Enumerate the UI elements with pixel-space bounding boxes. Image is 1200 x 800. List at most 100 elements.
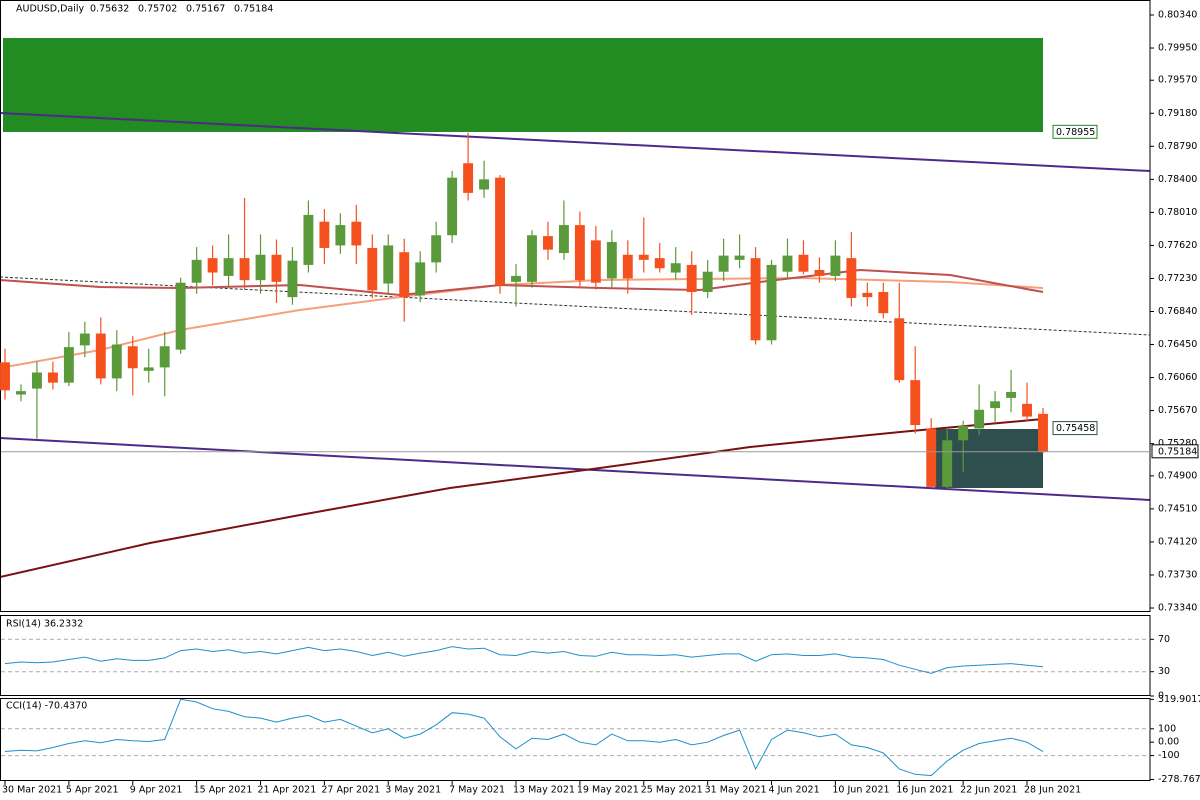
y-tick-label: 0.00	[1158, 737, 1179, 748]
candle-body	[926, 428, 937, 487]
y-tick-label: 0.74900	[1158, 470, 1197, 481]
y-tick-label: 0.77620	[1158, 240, 1197, 251]
candle-body	[798, 254, 809, 272]
candle-body	[191, 259, 202, 283]
candle-body	[367, 247, 378, 291]
y-tick-label: 0.78010	[1158, 207, 1197, 218]
candle-body	[335, 225, 346, 246]
candle-body	[782, 255, 793, 272]
panel-frame	[0, 698, 1151, 781]
header-high: 0.75702	[138, 4, 177, 15]
candle-body	[127, 346, 138, 369]
candle-body	[1006, 391, 1017, 398]
candle-body	[239, 258, 250, 281]
x-tick-label: 22 Jun 2021	[960, 785, 1017, 796]
y-tick-label: 0.79180	[1158, 108, 1197, 119]
candle-body	[543, 236, 553, 250]
x-tick-label: 15 Apr 2021	[194, 785, 253, 796]
symbol: AUDUSD,Daily	[16, 4, 85, 15]
candle-body	[431, 235, 442, 263]
candle-body	[574, 225, 585, 281]
candle-body	[527, 235, 537, 282]
candle-body	[319, 221, 330, 248]
candle-body	[463, 163, 474, 193]
moving-average	[0, 418, 1044, 578]
header-close: 0.75184	[234, 4, 273, 15]
y-tick-label: 0.76450	[1158, 339, 1197, 350]
price-tag-label: 0.75184	[1158, 446, 1197, 457]
candle-body	[734, 255, 745, 260]
y-tick-label: 0.75670	[1158, 405, 1197, 416]
candle-body	[638, 254, 649, 260]
candle-body	[63, 347, 74, 383]
candle-body	[590, 240, 601, 283]
candle-body	[271, 254, 282, 282]
resistance-zone	[3, 38, 1043, 132]
candle-body	[1022, 403, 1032, 417]
header-low: 0.75167	[186, 4, 225, 15]
y-tick-label: -100	[1158, 750, 1180, 761]
trend-line	[0, 112, 1151, 172]
x-tick-label: 27 Apr 2021	[321, 785, 380, 796]
candle-body	[399, 252, 410, 298]
y-tick-label: 0.74120	[1158, 536, 1197, 547]
candle-body	[894, 318, 905, 381]
candle-body	[447, 177, 458, 236]
candle-body	[223, 258, 234, 276]
candle-body	[79, 333, 90, 346]
candle-body	[606, 242, 617, 279]
x-tick-label: 10 Jun 2021	[832, 785, 889, 796]
candle-body	[686, 264, 697, 293]
candle-body	[990, 401, 1001, 409]
candle-body	[175, 282, 186, 350]
candle-body	[750, 258, 761, 341]
x-tick-label: 19 May 2021	[577, 785, 639, 796]
panel-frame	[0, 615, 1151, 696]
candle-body	[958, 425, 969, 441]
candle-body	[0, 362, 10, 391]
x-tick-label: 5 Apr 2021	[66, 785, 119, 796]
candle-body	[974, 409, 985, 429]
candle-body	[670, 263, 681, 273]
candle-body	[558, 225, 569, 254]
y-tick-label: 0.74510	[1158, 503, 1197, 514]
trend-line	[0, 437, 1151, 501]
y-tick-label: 0	[1158, 691, 1164, 702]
candle-body	[511, 275, 521, 282]
level-tag	[1052, 124, 1098, 139]
y-tick-label: 30	[1158, 666, 1170, 677]
level-tag	[1052, 421, 1098, 436]
support-zone	[935, 429, 1043, 488]
x-tick-label: 4 Jun 2021	[769, 785, 820, 796]
candle-body	[942, 440, 953, 487]
candle-body	[862, 292, 873, 298]
y-tick-label: 0.78400	[1158, 174, 1197, 185]
x-tick-label: 16 Jun 2021	[896, 785, 953, 796]
level-tag-label: 0.78955	[1056, 127, 1095, 138]
y-tick-label: 319.9017	[1158, 694, 1200, 705]
y-tick-label: 0.73340	[1158, 603, 1197, 614]
header-open: 0.75632	[90, 4, 129, 15]
price-tag	[1151, 444, 1199, 459]
y-tick-label: 0.79950	[1158, 43, 1197, 54]
candle-body	[31, 372, 42, 389]
candle-body	[495, 177, 505, 286]
x-tick-label: 7 May 2021	[449, 785, 505, 796]
candle-body	[287, 260, 298, 298]
candle-body	[830, 255, 841, 276]
candle-body	[702, 271, 713, 293]
y-tick-label: 100	[1158, 723, 1176, 734]
y-tick-label: 0.79570	[1158, 75, 1197, 86]
panel-frame	[0, 0, 1151, 612]
candle-body	[159, 346, 170, 368]
candle-body	[255, 254, 266, 281]
y-tick-label: 0.80340	[1158, 9, 1197, 20]
y-tick-label: 0.78790	[1158, 141, 1197, 152]
candle-body	[878, 292, 889, 314]
y-tick-label: 0.77230	[1158, 273, 1197, 284]
indicator-line	[4, 646, 1044, 674]
x-tick-label: 21 Apr 2021	[258, 785, 317, 796]
candle-body	[351, 221, 362, 246]
candle-body	[766, 264, 777, 341]
rsi-title: RSI(14) 36.2332	[6, 619, 83, 630]
